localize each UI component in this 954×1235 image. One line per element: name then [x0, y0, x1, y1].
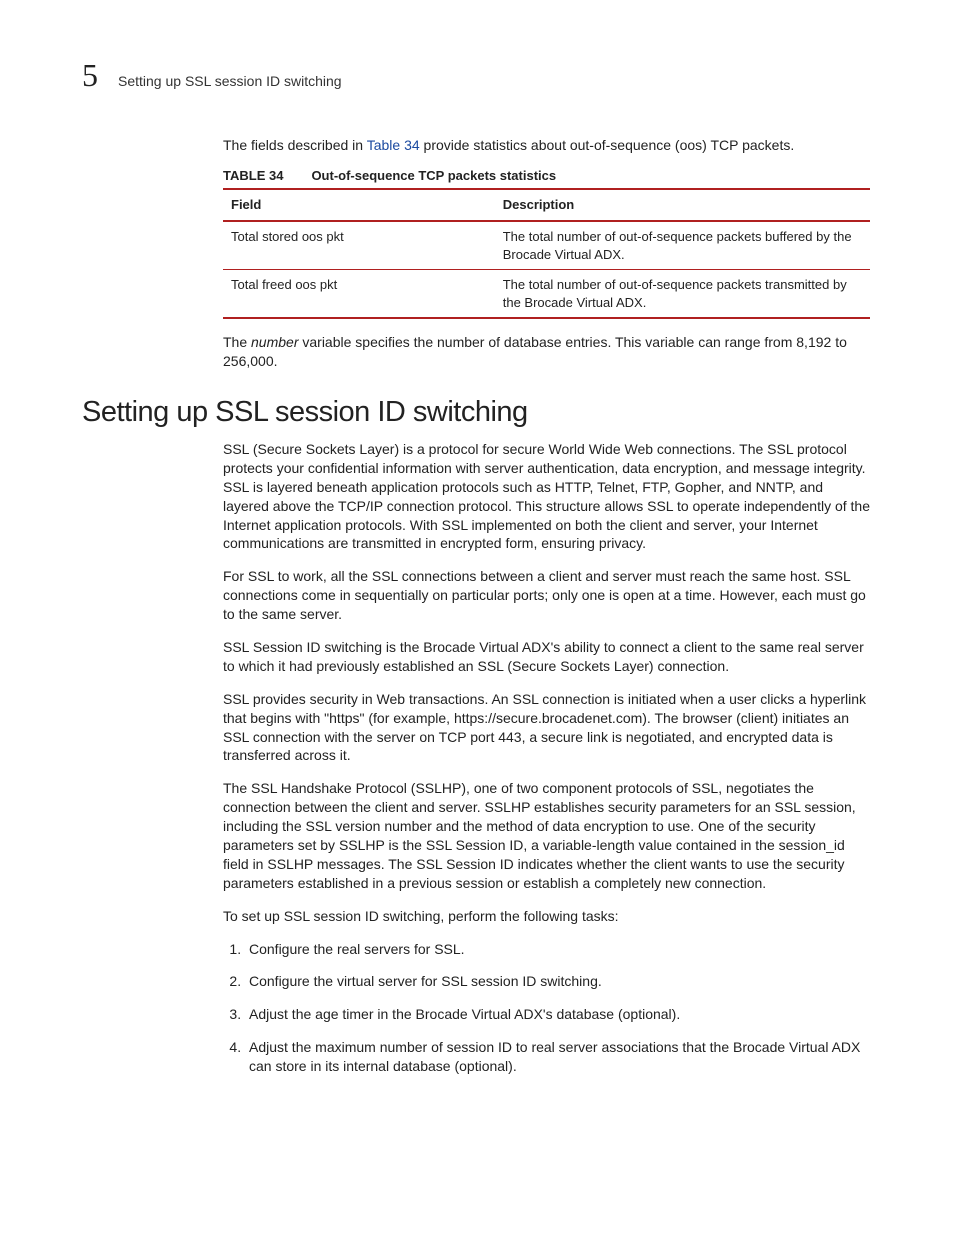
table-caption-text: Out-of-sequence TCP packets statistics	[311, 168, 556, 183]
col-header-field: Field	[223, 189, 495, 221]
upper-content: The fields described in Table 34 provide…	[223, 136, 870, 407]
oos-stats-table: Field Description Total stored oos pkt T…	[223, 188, 870, 319]
table-xref-link[interactable]: Table 34	[367, 137, 420, 153]
intro-text-after: provide statistics about out-of-sequence…	[420, 137, 795, 153]
after-table-b: variable specifies the number of databas…	[223, 334, 847, 369]
cell-description: The total number of out-of-sequence pack…	[495, 221, 870, 270]
section-p5: The SSL Handshake Protocol (SSLHP), one …	[223, 779, 870, 892]
page-header-title: Setting up SSL session ID switching	[118, 73, 342, 89]
after-table-a: The	[223, 334, 251, 350]
section-body: SSL (Secure Sockets Layer) is a protocol…	[223, 440, 870, 1090]
table-caption: TABLE 34 Out-of-sequence TCP packets stat…	[223, 167, 870, 185]
chapter-number: 5	[82, 57, 98, 94]
after-table-var: number	[251, 334, 298, 350]
cell-field: Total freed oos pkt	[223, 270, 495, 319]
task-list: Configure the real servers for SSL. Conf…	[245, 940, 870, 1076]
table-caption-label: TABLE 34	[223, 168, 283, 183]
page-header: 5 Setting up SSL session ID switching	[82, 57, 872, 94]
section-p1: SSL (Secure Sockets Layer) is a protocol…	[223, 440, 870, 553]
table-row: Total freed oos pkt The total number of …	[223, 270, 870, 319]
section-p3: SSL Session ID switching is the Brocade …	[223, 638, 870, 676]
section-p6: To set up SSL session ID switching, perf…	[223, 907, 870, 926]
intro-paragraph: The fields described in Table 34 provide…	[223, 136, 870, 155]
intro-text-before: The fields described in	[223, 137, 367, 153]
table-row: Total stored oos pkt The total number of…	[223, 221, 870, 270]
cell-field: Total stored oos pkt	[223, 221, 495, 270]
section-p4: SSL provides security in Web transaction…	[223, 690, 870, 766]
list-item: Adjust the age timer in the Brocade Virt…	[245, 1005, 870, 1024]
list-item: Configure the virtual server for SSL ses…	[245, 972, 870, 991]
section-heading: Setting up SSL session ID switching	[82, 396, 528, 429]
list-item: Configure the real servers for SSL.	[245, 940, 870, 959]
col-header-description: Description	[495, 189, 870, 221]
cell-description: The total number of out-of-sequence pack…	[495, 270, 870, 319]
after-table-paragraph: The number variable specifies the number…	[223, 333, 870, 371]
section-p2: For SSL to work, all the SSL connections…	[223, 567, 870, 624]
table-header-row: Field Description	[223, 189, 870, 221]
list-item: Adjust the maximum number of session ID …	[245, 1038, 870, 1076]
